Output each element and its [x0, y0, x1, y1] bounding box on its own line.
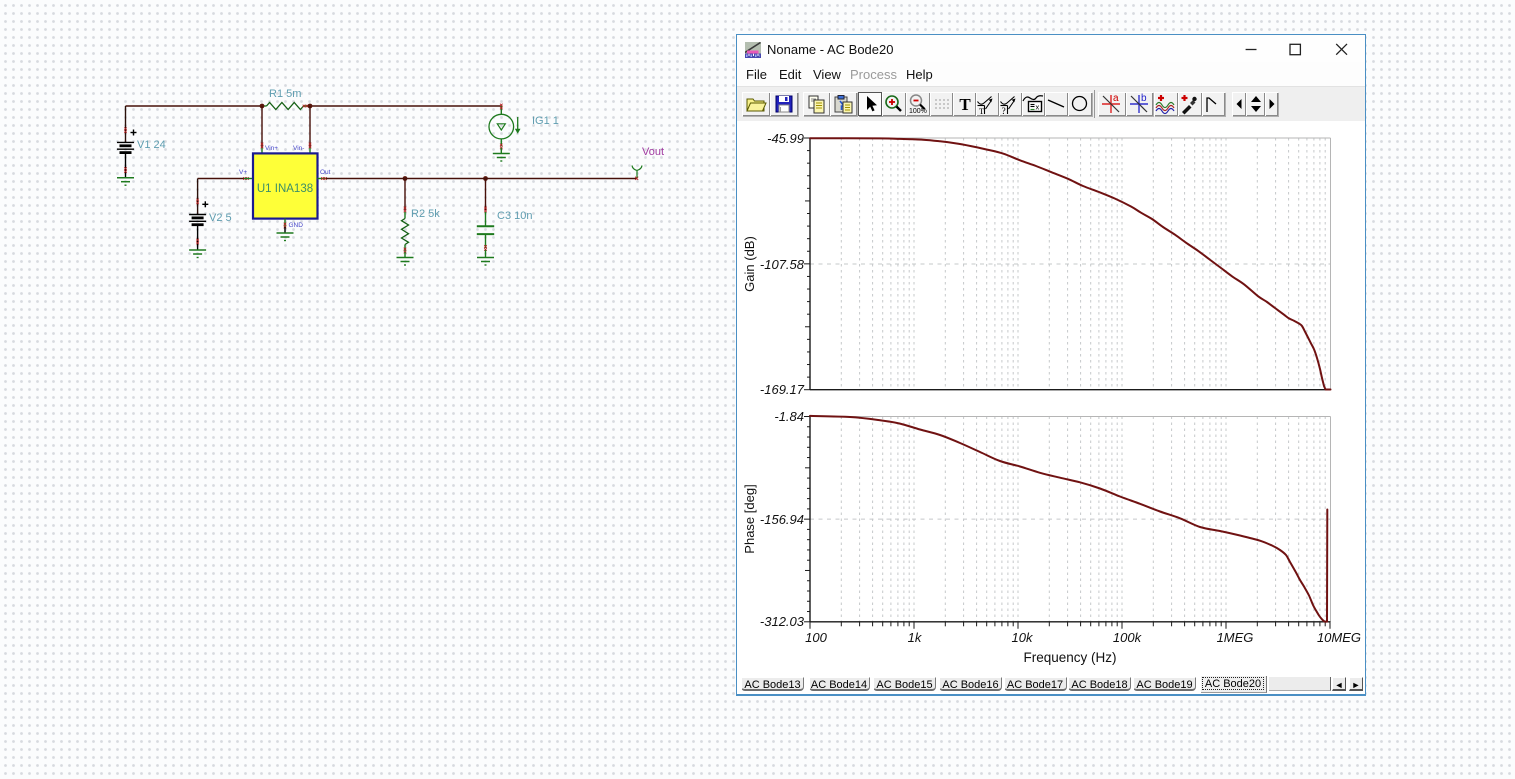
svg-text:T: T	[979, 106, 985, 115]
svg-text:a: a	[1113, 93, 1119, 104]
svg-text:100%: 100%	[909, 108, 927, 115]
svg-text:b: b	[1141, 93, 1147, 104]
svg-text:x: x	[1036, 103, 1040, 112]
svg-text:?: ?	[1002, 107, 1006, 115]
svg-text:T: T	[959, 95, 971, 114]
